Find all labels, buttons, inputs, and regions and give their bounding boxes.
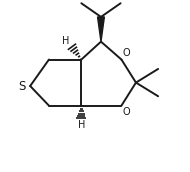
Text: S: S [18,79,25,93]
Text: H: H [62,36,69,46]
Text: O: O [123,107,130,117]
Text: O: O [123,48,130,58]
Text: H: H [78,120,85,130]
Polygon shape [97,17,104,42]
